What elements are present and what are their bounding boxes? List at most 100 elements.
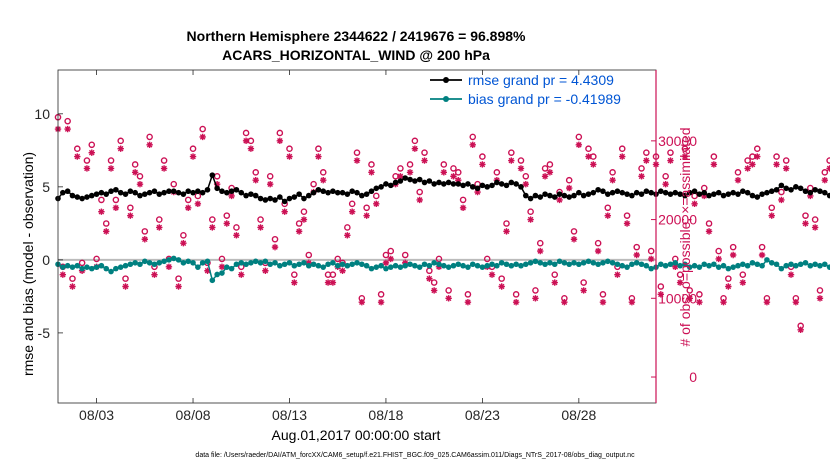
obs-assimilated-marker xyxy=(286,153,293,160)
y-tick-label-left: -5 xyxy=(38,325,51,341)
obs-assimilated-marker xyxy=(667,157,674,164)
bias-point xyxy=(614,261,621,268)
bias-point xyxy=(98,262,105,269)
rmse-point xyxy=(243,192,249,199)
obs-possible-marker xyxy=(257,216,264,223)
bias-point xyxy=(170,255,177,262)
obs-assimilated-marker xyxy=(189,153,197,160)
rmse-point xyxy=(137,192,143,199)
obs-possible-marker xyxy=(421,149,428,156)
bias-point xyxy=(378,262,384,269)
obs-assimilated-marker xyxy=(561,299,568,306)
obs-assimilated-marker xyxy=(734,177,742,184)
rmse-point xyxy=(667,191,674,197)
obs-possible-marker xyxy=(565,176,573,184)
bias-point xyxy=(759,262,765,269)
bias-point xyxy=(479,264,486,270)
obs-possible-marker xyxy=(397,165,404,172)
bias-point xyxy=(127,261,134,268)
obs-assimilated-marker xyxy=(488,271,496,278)
rmse-point xyxy=(122,191,129,197)
obs-assimilated-marker xyxy=(450,173,457,180)
obs-possible-marker xyxy=(729,243,737,251)
rmse-point xyxy=(161,189,167,196)
obs-possible-marker xyxy=(753,145,761,153)
bias-point xyxy=(441,262,447,269)
bias-point xyxy=(349,261,355,268)
bias-point xyxy=(696,264,703,270)
bias-point xyxy=(431,259,437,266)
obs-assimilated-marker xyxy=(725,283,732,290)
rmse-point xyxy=(79,195,85,202)
bias-point xyxy=(69,264,76,270)
bias-point xyxy=(460,262,466,269)
rmse-point xyxy=(170,188,177,195)
obs-possible-marker xyxy=(782,157,790,164)
obs-assimilated-marker xyxy=(218,263,226,271)
obs-assimilated-marker xyxy=(131,169,139,176)
bias-point xyxy=(561,259,568,266)
obs-possible-marker xyxy=(676,271,684,278)
obs-assimilated-marker xyxy=(276,137,284,145)
rmse-point xyxy=(590,189,597,196)
obs-possible-marker xyxy=(657,283,665,290)
bias-point xyxy=(638,261,645,268)
obs-assimilated-marker xyxy=(816,295,824,302)
rmse-point xyxy=(513,181,519,187)
obs-possible-marker xyxy=(363,204,370,212)
bias-point xyxy=(701,261,708,268)
bias-point xyxy=(209,277,216,284)
obs-possible-marker xyxy=(638,165,645,172)
obs-assimilated-marker xyxy=(797,326,804,333)
obs-assimilated-marker xyxy=(705,228,713,235)
rmse-point xyxy=(436,179,442,186)
bias-point xyxy=(580,259,587,266)
rmse-point xyxy=(484,184,491,190)
obs-assimilated-marker xyxy=(339,267,346,274)
rmse-point xyxy=(556,191,563,197)
bias-point xyxy=(503,261,510,268)
x-tick-label: 08/08 xyxy=(176,407,211,423)
obs-possible-marker xyxy=(643,149,650,156)
bias-point xyxy=(735,262,741,269)
obs-assimilated-marker xyxy=(324,279,332,286)
rmse-point xyxy=(797,185,804,192)
obs-assimilated-marker xyxy=(242,137,250,145)
obs-assimilated-marker xyxy=(373,200,380,208)
obs-assimilated-marker xyxy=(156,224,163,231)
obs-assimilated-marker xyxy=(676,279,684,286)
bias-point xyxy=(64,262,71,269)
bias-point xyxy=(233,261,240,268)
obs-possible-marker xyxy=(300,208,308,216)
bias-point xyxy=(257,259,264,266)
bias-point xyxy=(88,265,95,272)
bias-point xyxy=(252,258,259,265)
obs-assimilated-marker xyxy=(112,204,120,211)
rmse-point xyxy=(281,198,288,205)
rmse-point xyxy=(759,191,765,197)
bias-point xyxy=(720,262,727,269)
bias-point xyxy=(711,261,717,268)
obs-possible-marker xyxy=(189,145,197,153)
rmse-point xyxy=(421,179,428,186)
rmse-point xyxy=(571,192,577,199)
chart-subtitle: ACARS_HORIZONTAL_WIND @ 200 hPa xyxy=(222,47,490,63)
rmse-point xyxy=(334,189,341,196)
rmse-point xyxy=(465,181,471,187)
bias-point xyxy=(445,264,452,270)
bias-point xyxy=(469,261,476,268)
rmse-point xyxy=(547,192,553,199)
rmse-point xyxy=(725,191,732,197)
rmse-point xyxy=(397,178,404,184)
rmse-point xyxy=(773,186,780,193)
obs-assimilated-marker xyxy=(430,287,438,294)
rmse-point xyxy=(108,188,114,195)
rmse-point xyxy=(744,189,751,196)
obs-possible-marker xyxy=(541,165,549,172)
rmse-point xyxy=(706,192,712,199)
obs-assimilated-marker xyxy=(469,141,476,148)
rmse-point xyxy=(494,179,500,186)
obs-assimilated-marker xyxy=(88,149,95,156)
obs-possible-marker xyxy=(536,239,544,247)
rmse-point xyxy=(585,191,592,197)
